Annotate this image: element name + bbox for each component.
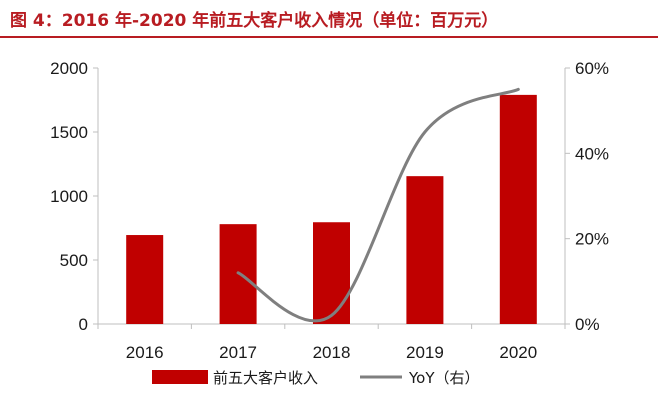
x-tick-label: 2020 (499, 343, 537, 362)
x-tick-label: 2016 (126, 343, 164, 362)
title-underline (0, 36, 658, 38)
y-left-tick-label: 0 (79, 315, 88, 334)
y-left-tick-label: 2000 (50, 59, 88, 78)
y-right-tick-label: 20% (575, 230, 609, 249)
line-series (236, 87, 520, 323)
bar (313, 222, 350, 324)
legend-swatch-bar (152, 370, 208, 384)
y-left-tick-label: 500 (60, 251, 88, 270)
x-tick-label: 2018 (313, 343, 351, 362)
x-tick-label: 2019 (406, 343, 444, 362)
axes: 0 500 1000 1500 2000 0% 20% 40% 60% 2016 2017 2018 2… (50, 59, 609, 362)
bar (499, 94, 537, 324)
x-tick-label: 2017 (219, 343, 257, 362)
y-right-tick-label: 0% (575, 315, 600, 334)
chart-title: 图 4：2016 年-2020 年前五大客户收入情况（单位：百万元） (10, 11, 499, 31)
y-right-tick-label: 40% (575, 144, 609, 163)
legend: 前五大客户收入 YoY（右） (152, 369, 480, 387)
bar (406, 176, 444, 324)
legend-label-bar: 前五大客户收入 (213, 369, 318, 387)
y-left-tick-label: 1000 (50, 187, 88, 206)
bar (126, 235, 164, 324)
yoy-line (236, 87, 520, 323)
y-right-tick-label: 60% (575, 59, 609, 78)
y-left-tick-label: 1500 (50, 123, 88, 142)
bar-series (126, 94, 537, 324)
legend-label-line: YoY（右） (408, 369, 480, 387)
